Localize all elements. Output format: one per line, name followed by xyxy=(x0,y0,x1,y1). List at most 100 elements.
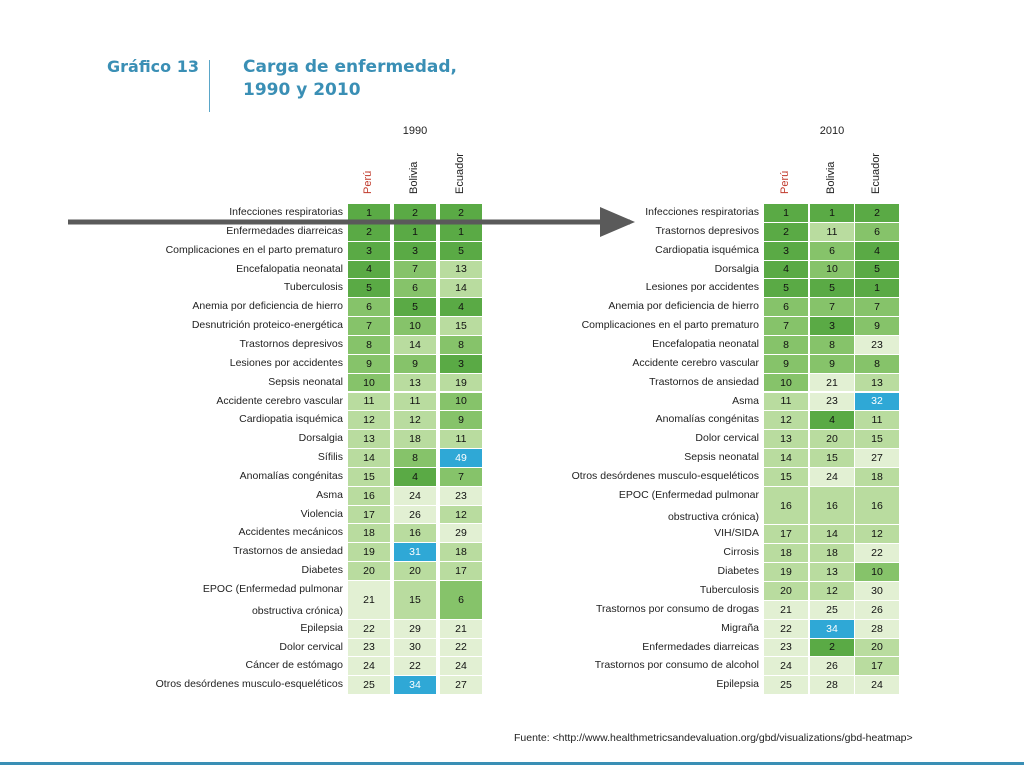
rank-cell: 15 xyxy=(394,581,436,619)
rank-cell: 7 xyxy=(348,317,390,335)
row-label: Otros desórdenes musculo-esqueléticos xyxy=(155,678,343,691)
rank-cell: 6 xyxy=(764,298,808,317)
rank-cell: 9 xyxy=(810,354,854,373)
rank-cell: 8 xyxy=(855,354,899,373)
rank-cell: 15 xyxy=(810,449,854,467)
rank-cell: 20 xyxy=(855,638,899,657)
row-label: Sepsis neonatal xyxy=(268,375,343,388)
rank-cell: 26 xyxy=(810,657,854,676)
rank-cell: 32 xyxy=(855,392,899,411)
row-label: Dorsalgia xyxy=(714,262,759,275)
row-label: Epilepsia xyxy=(716,678,759,691)
rank-cell: 28 xyxy=(810,676,854,695)
rank-cell: 6 xyxy=(855,222,899,241)
rank-cell: 18 xyxy=(810,544,854,563)
rank-cell: 12 xyxy=(855,525,899,544)
rank-cell: 16 xyxy=(348,486,390,505)
rank-cell: 23 xyxy=(764,638,808,657)
row-label: Cáncer de estómago xyxy=(245,659,343,672)
rank-cell: 24 xyxy=(764,657,808,676)
row-label: VIH/SIDA xyxy=(714,527,759,540)
rank-cell: 7 xyxy=(810,298,854,317)
rank-cell: 24 xyxy=(394,486,436,505)
rank-cell: 16 xyxy=(855,486,899,525)
rank-cell: 27 xyxy=(855,449,899,467)
rank-cell: 4 xyxy=(764,260,808,279)
rank-cell: 1 xyxy=(810,204,854,222)
row-label: Sepsis neonatal xyxy=(684,451,759,464)
row-label: EPOC (Enfermedad pulmonar xyxy=(202,583,343,595)
rank-cell: 10 xyxy=(394,317,436,335)
rank-cell: 2 xyxy=(394,204,436,222)
rank-cell: 18 xyxy=(394,430,436,449)
rank-cell: 1 xyxy=(394,222,436,241)
rank-cell: 12 xyxy=(394,411,436,430)
rank-cell: 17 xyxy=(440,562,482,580)
rank-cell: 29 xyxy=(394,619,436,638)
rank-cell: 9 xyxy=(394,354,436,373)
rank-cell: 3 xyxy=(764,241,808,260)
rank-cell: 31 xyxy=(394,543,436,562)
rank-cell: 10 xyxy=(764,373,808,392)
source-note: Fuente: <http://www.healthmetricsandeval… xyxy=(514,732,913,744)
row-label: Otros desórdenes musculo-esqueléticos xyxy=(571,469,759,482)
rank-cell: 19 xyxy=(348,543,390,562)
rank-cell: 22 xyxy=(440,638,482,657)
row-label: Desnutrición proteico-energética xyxy=(191,319,343,332)
rank-cell: 3 xyxy=(810,317,854,335)
rank-cell: 1 xyxy=(764,204,808,222)
rank-cell: 13 xyxy=(394,373,436,392)
rank-cell: 18 xyxy=(440,543,482,562)
row-label: Complicaciones en el parto prematuro xyxy=(581,319,759,332)
rank-cell: 18 xyxy=(348,524,390,543)
rank-cell: 3 xyxy=(440,354,482,373)
chart-title-line2: 1990 y 2010 xyxy=(243,80,361,100)
row-label: Trastornos por consumo de alcohol xyxy=(594,659,759,672)
rank-cell: 10 xyxy=(855,563,899,581)
rank-cell: 4 xyxy=(855,241,899,260)
row-label: Asma xyxy=(732,394,759,407)
rank-cell: 20 xyxy=(764,582,808,600)
row-label: Cardiopatia isquémica xyxy=(239,413,343,426)
rank-cell: 11 xyxy=(440,430,482,449)
row-label: Accidente cerebro vascular xyxy=(216,394,343,407)
rank-cell: 9 xyxy=(440,411,482,430)
row-label: Cirrosis xyxy=(723,546,759,559)
rank-cell: 14 xyxy=(394,335,436,354)
rank-cell: 10 xyxy=(440,392,482,411)
rank-cell: 6 xyxy=(810,241,854,260)
row-label: Tuberculosis xyxy=(699,584,759,596)
row-label: EPOC (Enfermedad pulmonar xyxy=(618,488,759,501)
chart-number: Gráfico 13 xyxy=(107,57,199,76)
row-label: Enfermedades diarreicas xyxy=(642,640,759,653)
rank-cell: 24 xyxy=(440,657,482,676)
rank-cell: 4 xyxy=(810,411,854,430)
rank-cell: 12 xyxy=(764,411,808,430)
rank-cell: 14 xyxy=(764,449,808,467)
rank-cell: 6 xyxy=(440,581,482,619)
row-label: Asma xyxy=(316,488,343,501)
rank-cell: 22 xyxy=(394,657,436,676)
rank-cell: 11 xyxy=(394,392,436,411)
rank-cell: 13 xyxy=(764,430,808,449)
rank-cell: 2 xyxy=(348,222,390,241)
bottom-rule xyxy=(0,762,1024,765)
row-label: Accidente cerebro vascular xyxy=(632,356,759,369)
row-label: Anomalías congénitas xyxy=(239,469,343,482)
rank-cell: 2 xyxy=(764,222,808,241)
rank-cell: 24 xyxy=(810,467,854,486)
rank-cell: 13 xyxy=(348,430,390,449)
rank-cell: 17 xyxy=(855,657,899,676)
rank-cell: 9 xyxy=(348,354,390,373)
rank-cell: 16 xyxy=(764,486,808,525)
row-label: Dorsalgia xyxy=(298,432,343,445)
rank-cell: 5 xyxy=(348,279,390,298)
rank-cell: 11 xyxy=(764,392,808,411)
row-label: Anemia por deficiencia de hierro xyxy=(608,300,759,313)
row-label-line2: obstructiva crónica) xyxy=(667,510,759,523)
rank-cell: 5 xyxy=(810,279,854,298)
rank-cell: 6 xyxy=(394,279,436,298)
rank-cell: 34 xyxy=(810,619,854,638)
year-label: 1990 xyxy=(402,125,428,137)
